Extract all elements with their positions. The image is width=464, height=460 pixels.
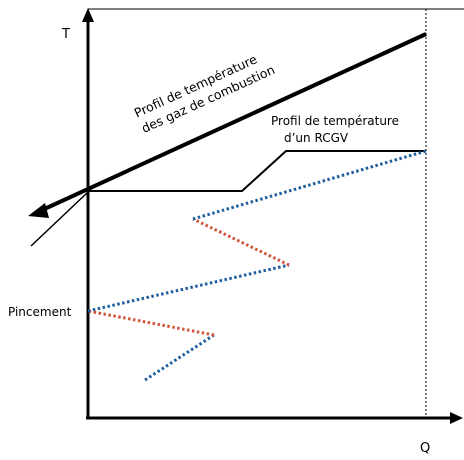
axis-t-label: T [61, 27, 70, 42]
blue-dotted-segment-2 [87, 263, 290, 313]
gas-profile-arrowhead [28, 203, 49, 218]
blue-dotted-segment-1 [144, 333, 215, 382]
rcgv-label-line1: Profil de température [271, 114, 399, 128]
red-dotted-segment-1 [87, 309, 215, 337]
gas-profile-label: Profil de température des gaz de combust… [132, 51, 277, 136]
rcgv-label-line2: d’un RCGV [284, 131, 349, 145]
q-axis-arrowhead [450, 412, 463, 424]
thin-extension-line [30, 191, 89, 247]
gas-profile-line [39, 32, 427, 213]
pinch-label: Pincement [8, 305, 72, 319]
blue-dotted-segment-3 [192, 149, 427, 221]
t-axis-arrowhead [82, 8, 94, 22]
rcgv-profile-line [88, 150, 426, 192]
axis-q-label: Q [420, 441, 430, 456]
red-dotted-segment-2 [192, 217, 290, 267]
